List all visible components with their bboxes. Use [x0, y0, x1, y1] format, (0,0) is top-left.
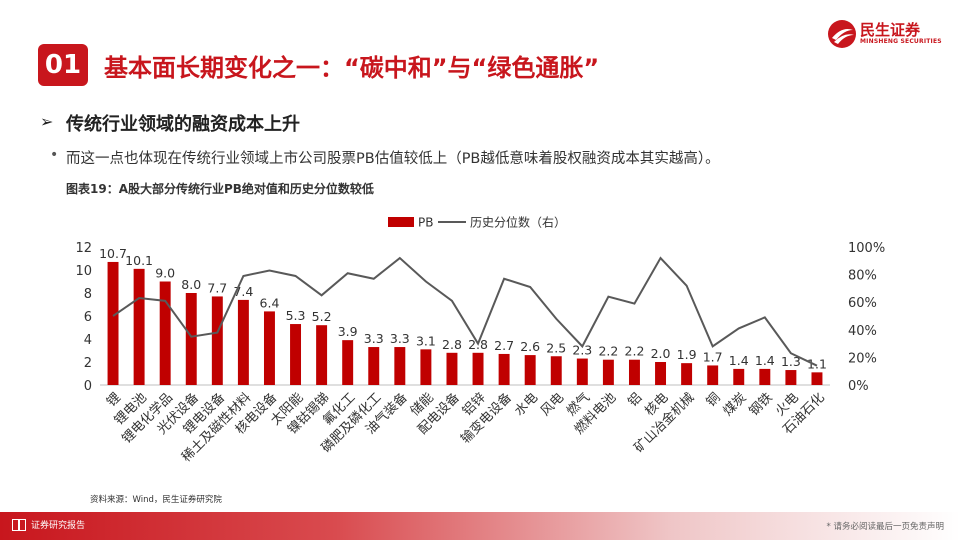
- legend-pb-swatch: [388, 217, 414, 227]
- bar-2: [159, 281, 171, 385]
- pb-chart: PB 历史分位数（右） 0 2 4 6 8 10 12 0% 20% 40% 60% 80% 100% 10.…: [75, 215, 885, 466]
- logo-english-name: MINSHENG SECURITIES: [860, 38, 942, 45]
- bar-label-7: 5.3: [286, 308, 306, 323]
- bar-4: [211, 296, 223, 385]
- bar-19: [602, 359, 614, 385]
- bar-label-2: 9.0: [155, 266, 175, 281]
- x-tick-15: 输变电设备: [458, 390, 515, 447]
- bar-9: [342, 340, 354, 385]
- bar-label-16: 2.6: [520, 339, 540, 354]
- bar-label-0: 10.7: [99, 246, 127, 261]
- bar-label-10: 3.3: [364, 331, 384, 346]
- bar-1: [133, 268, 145, 385]
- bar-15: [498, 353, 510, 385]
- y-right-tick-0: 0%: [848, 379, 869, 394]
- bar-label-19: 2.2: [598, 344, 618, 359]
- y-left-tick-4: 8: [84, 287, 92, 302]
- bar-label-21: 2.0: [651, 346, 671, 361]
- book-icon: [12, 519, 26, 531]
- bar-23: [707, 365, 719, 385]
- source-note: 资料来源：Wind，民生证券研究院: [90, 495, 222, 505]
- y-right-tick-5: 100%: [848, 241, 885, 256]
- bar-10: [368, 347, 380, 385]
- bar-12: [420, 349, 432, 385]
- bar-label-9: 3.9: [338, 324, 358, 339]
- bar-18: [576, 358, 588, 385]
- bullet-text: 而这一点也体现在传统行业领域上市公司股票PB估值较低上（PB越低意味着股权融资成…: [66, 151, 720, 167]
- bar-label-24: 1.4: [729, 353, 749, 368]
- footer-report-label: 证券研究报告: [31, 521, 86, 531]
- bar-label-1: 10.1: [125, 253, 153, 268]
- bar-label-4: 7.7: [207, 280, 227, 295]
- bar-label-13: 2.8: [442, 337, 462, 352]
- y-right-tick-1: 20%: [848, 351, 877, 366]
- bar-26: [785, 370, 797, 385]
- bar-11: [394, 347, 406, 385]
- x-tick-23: 铜: [704, 390, 724, 410]
- bar-20: [628, 359, 640, 385]
- y-left-tick-3: 6: [84, 310, 92, 325]
- bar-6: [263, 311, 275, 385]
- y-left-tick-2: 4: [84, 333, 92, 348]
- bar-16: [524, 355, 536, 385]
- x-tick-16: 水电: [512, 390, 541, 419]
- bar-label-26: 1.3: [781, 354, 801, 369]
- y-right-tick-2: 40%: [848, 324, 877, 339]
- arrow-bullet-icon: ➢: [40, 112, 54, 131]
- bar-27: [811, 372, 823, 385]
- bar-13: [446, 352, 458, 385]
- bar-label-3: 8.0: [181, 277, 201, 292]
- bar-14: [472, 352, 484, 385]
- bar-label-17: 2.5: [546, 340, 566, 355]
- bar-label-6: 6.4: [260, 295, 280, 310]
- x-tick-0: 锂: [104, 390, 124, 410]
- bar-0: [107, 261, 119, 385]
- section-number-badge: 01: [38, 44, 88, 86]
- y-left-tick-1: 2: [84, 356, 92, 371]
- logo-chinese-name: 民生证券: [860, 21, 921, 39]
- minsheng-logo-icon: [828, 20, 856, 48]
- section-subtitle: 传统行业领域的融资成本上升: [66, 114, 300, 135]
- page-title: 基本面长期变化之一：“碳中和”与“绿色通胀”: [104, 54, 600, 82]
- bar-label-20: 2.2: [625, 344, 645, 359]
- bar-24: [733, 368, 745, 385]
- x-tick-17: 风电: [538, 390, 567, 419]
- footer-bar: [0, 512, 960, 540]
- bar-label-23: 1.7: [703, 349, 723, 364]
- y-left-tick-0: 0: [84, 379, 92, 394]
- bar-label-25: 1.4: [755, 353, 775, 368]
- bar-label-22: 1.9: [677, 347, 697, 362]
- bar-17: [550, 356, 562, 385]
- bar-22: [681, 363, 693, 385]
- footer-disclaimer: * 请务必阅读最后一页免责声明: [826, 522, 944, 532]
- bullet-dot-icon: •: [50, 147, 59, 163]
- y-right-tick-3: 60%: [848, 296, 877, 311]
- figure-caption: 图表19：A股大部分传统行业PB绝对值和历史分位数较低: [66, 182, 374, 196]
- y-right-tick-4: 80%: [848, 269, 877, 284]
- bar-21: [655, 362, 667, 385]
- bar-label-11: 3.3: [390, 331, 410, 346]
- bar-25: [759, 368, 771, 385]
- x-tick-24: 煤炭: [721, 390, 750, 419]
- y-left-tick-5: 10: [75, 264, 92, 279]
- x-tick-25: 钢铁: [747, 390, 776, 419]
- bar-label-18: 2.3: [572, 343, 592, 358]
- percentile-line: [112, 256, 818, 367]
- legend-percentile-label: 历史分位数（右）: [470, 215, 566, 230]
- y-left-tick-6: 12: [75, 241, 92, 256]
- legend-pb-label: PB: [418, 216, 433, 230]
- bar-label-27: 1.1: [807, 356, 827, 371]
- bar-label-15: 2.7: [494, 338, 514, 353]
- bar-label-8: 5.2: [312, 309, 332, 324]
- bar-3: [185, 293, 197, 385]
- bar-5: [237, 299, 249, 385]
- bar-7: [290, 324, 302, 385]
- bar-label-12: 3.1: [416, 333, 436, 348]
- x-tick-20: 铝: [625, 390, 645, 410]
- bar-8: [316, 325, 328, 385]
